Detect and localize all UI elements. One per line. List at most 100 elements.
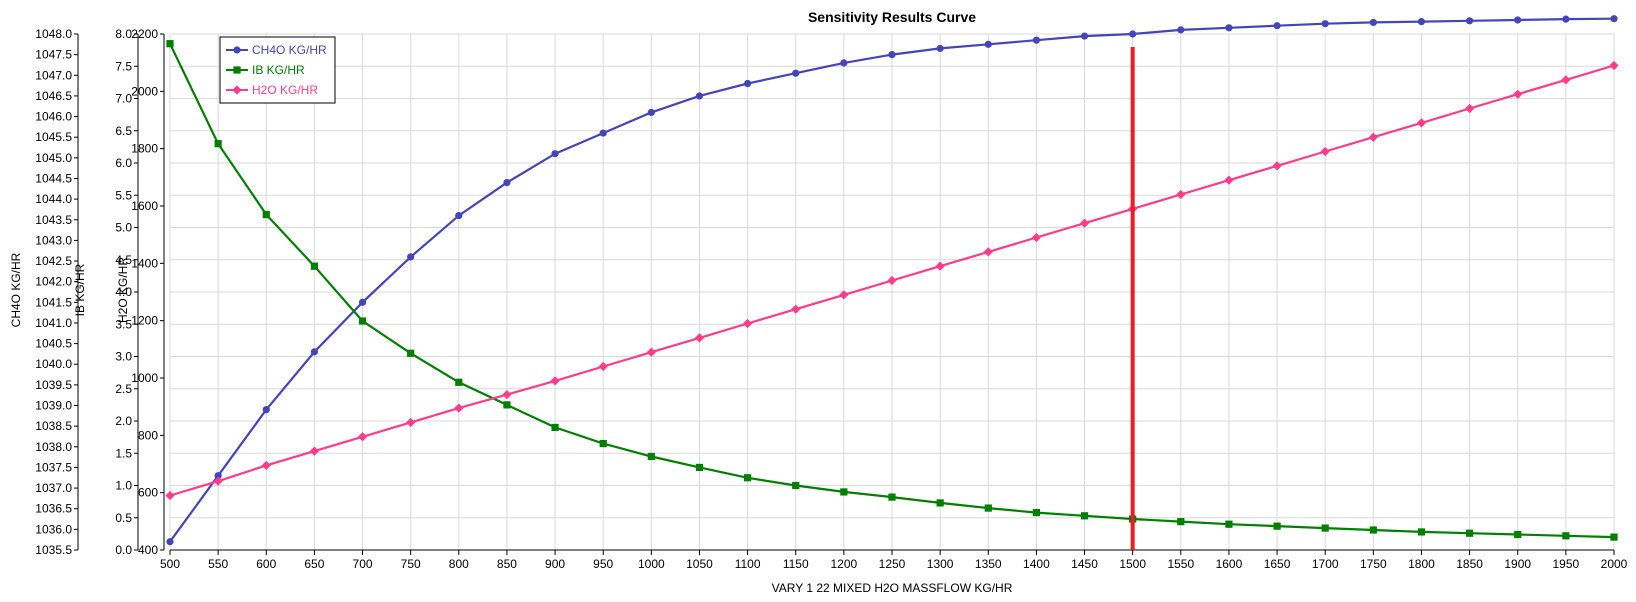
- y-tick-label: 1040.0: [35, 357, 72, 371]
- y-tick-label: 2.0: [115, 414, 132, 428]
- x-tick-label: 700: [353, 557, 373, 571]
- x-tick-label: 1350: [975, 557, 1002, 571]
- y-tick-label: 6.0: [115, 156, 132, 170]
- x-tick-label: 550: [208, 557, 228, 571]
- y-tick-label: 4.0: [115, 285, 132, 299]
- data-point: [888, 51, 896, 59]
- data-point: [1080, 32, 1089, 40]
- data-point: [1032, 508, 1040, 517]
- y-tick-label: 1041.5: [35, 295, 72, 309]
- data-point: [213, 476, 223, 486]
- x-axis-label: VARY 1 22 MIXED H2O MASSFLOW KG/HR: [772, 581, 1013, 595]
- data-point: [1272, 161, 1282, 171]
- data-point: [1610, 15, 1618, 23]
- data-point: [1514, 530, 1522, 539]
- data-point: [646, 347, 656, 357]
- data-point: [1514, 16, 1522, 24]
- data-point: [1177, 518, 1185, 526]
- y-tick-label: 1040.5: [35, 337, 72, 351]
- data-point: [165, 490, 175, 501]
- data-point: [1032, 36, 1040, 44]
- x-tick-label: 1700: [1312, 557, 1339, 571]
- legend-marker: [233, 46, 241, 54]
- x-tick-label: 1850: [1456, 557, 1483, 571]
- data-point: [1417, 528, 1426, 536]
- y-tick-label: 1044.5: [35, 171, 72, 185]
- data-point: [310, 262, 318, 270]
- x-tick-label: 1750: [1360, 557, 1387, 571]
- data-point: [1273, 522, 1281, 530]
- data-point: [1224, 175, 1234, 185]
- y-tick-label: 0.5: [115, 511, 132, 525]
- data-point: [503, 401, 511, 409]
- y-tick-label: 1037.5: [35, 460, 72, 474]
- x-tick-label: 1150: [783, 557, 809, 571]
- data-point: [455, 378, 463, 386]
- data-point: [1080, 512, 1089, 520]
- x-tick-label: 1650: [1264, 557, 1291, 571]
- data-point: [1273, 22, 1281, 30]
- axes: 500 550 600 650 700 750 800 850 900 950 1000 1050 11…: [35, 27, 1627, 571]
- data-point: [214, 472, 222, 480]
- x-tick-label: 1500: [1119, 557, 1146, 571]
- y-tick-label: 1038.0: [35, 440, 72, 454]
- y-tick-label: 1036.0: [35, 522, 72, 536]
- y-tick-label: 600: [138, 486, 158, 500]
- y-tick-label: 1037.0: [35, 481, 72, 495]
- data-point: [1321, 524, 1329, 532]
- legend-marker: [233, 66, 241, 74]
- data-point: [1031, 232, 1041, 243]
- y-tick-label: 8.0: [115, 27, 132, 41]
- data-point: [792, 481, 800, 490]
- data-point: [694, 333, 705, 343]
- data-point: [647, 108, 655, 117]
- y-tick-label: 1048.0: [35, 27, 72, 41]
- x-tick-label: 650: [304, 557, 324, 571]
- x-tick-label: 1200: [831, 557, 858, 571]
- data-point: [358, 298, 367, 306]
- data-point: [1177, 26, 1185, 34]
- data-point: [1466, 529, 1474, 537]
- data-point: [1225, 24, 1233, 32]
- y-tick-label: 1042.0: [35, 275, 72, 289]
- y-tick-label: 5.0: [115, 221, 132, 235]
- data-point: [310, 348, 318, 356]
- data-point: [358, 317, 367, 325]
- data-point: [695, 92, 704, 100]
- data-point: [1610, 533, 1618, 541]
- data-point: [744, 474, 752, 482]
- y-tick-label: 5.5: [115, 188, 132, 202]
- data-point: [357, 432, 368, 442]
- x-tick-label: 1250: [879, 557, 906, 571]
- x-tick-label: 1900: [1504, 557, 1531, 571]
- data-point: [984, 40, 992, 48]
- x-tick-label: 2000: [1601, 557, 1628, 571]
- data-point: [840, 488, 848, 496]
- y-tick-label: 1043.0: [35, 233, 72, 247]
- y-tick-label: 7.0: [115, 92, 132, 106]
- data-point: [598, 361, 608, 372]
- data-point: [502, 390, 512, 400]
- legend-marker: [232, 85, 242, 95]
- data-point: [1368, 132, 1378, 142]
- data-point: [936, 44, 944, 53]
- grid: [169, 33, 1615, 551]
- data-point: [551, 423, 559, 432]
- x-tick-label: 500: [160, 557, 180, 571]
- y-tick-label: 7.5: [115, 59, 132, 73]
- data-point: [407, 349, 415, 357]
- y-tick-label: 1047.5: [35, 48, 72, 62]
- data-point: [983, 247, 993, 257]
- y-tick-label: 400: [138, 543, 158, 557]
- y-tick-label: 1035.5: [35, 543, 72, 557]
- data-point: [214, 140, 222, 148]
- series-group: [165, 15, 1619, 546]
- data-point: [262, 406, 270, 414]
- x-tick-label: 1100: [735, 557, 761, 571]
- data-point: [1466, 17, 1474, 25]
- legend-label: IB KG/HR: [252, 63, 305, 77]
- data-point: [262, 211, 270, 219]
- y-tick-label: 1044.0: [35, 192, 72, 206]
